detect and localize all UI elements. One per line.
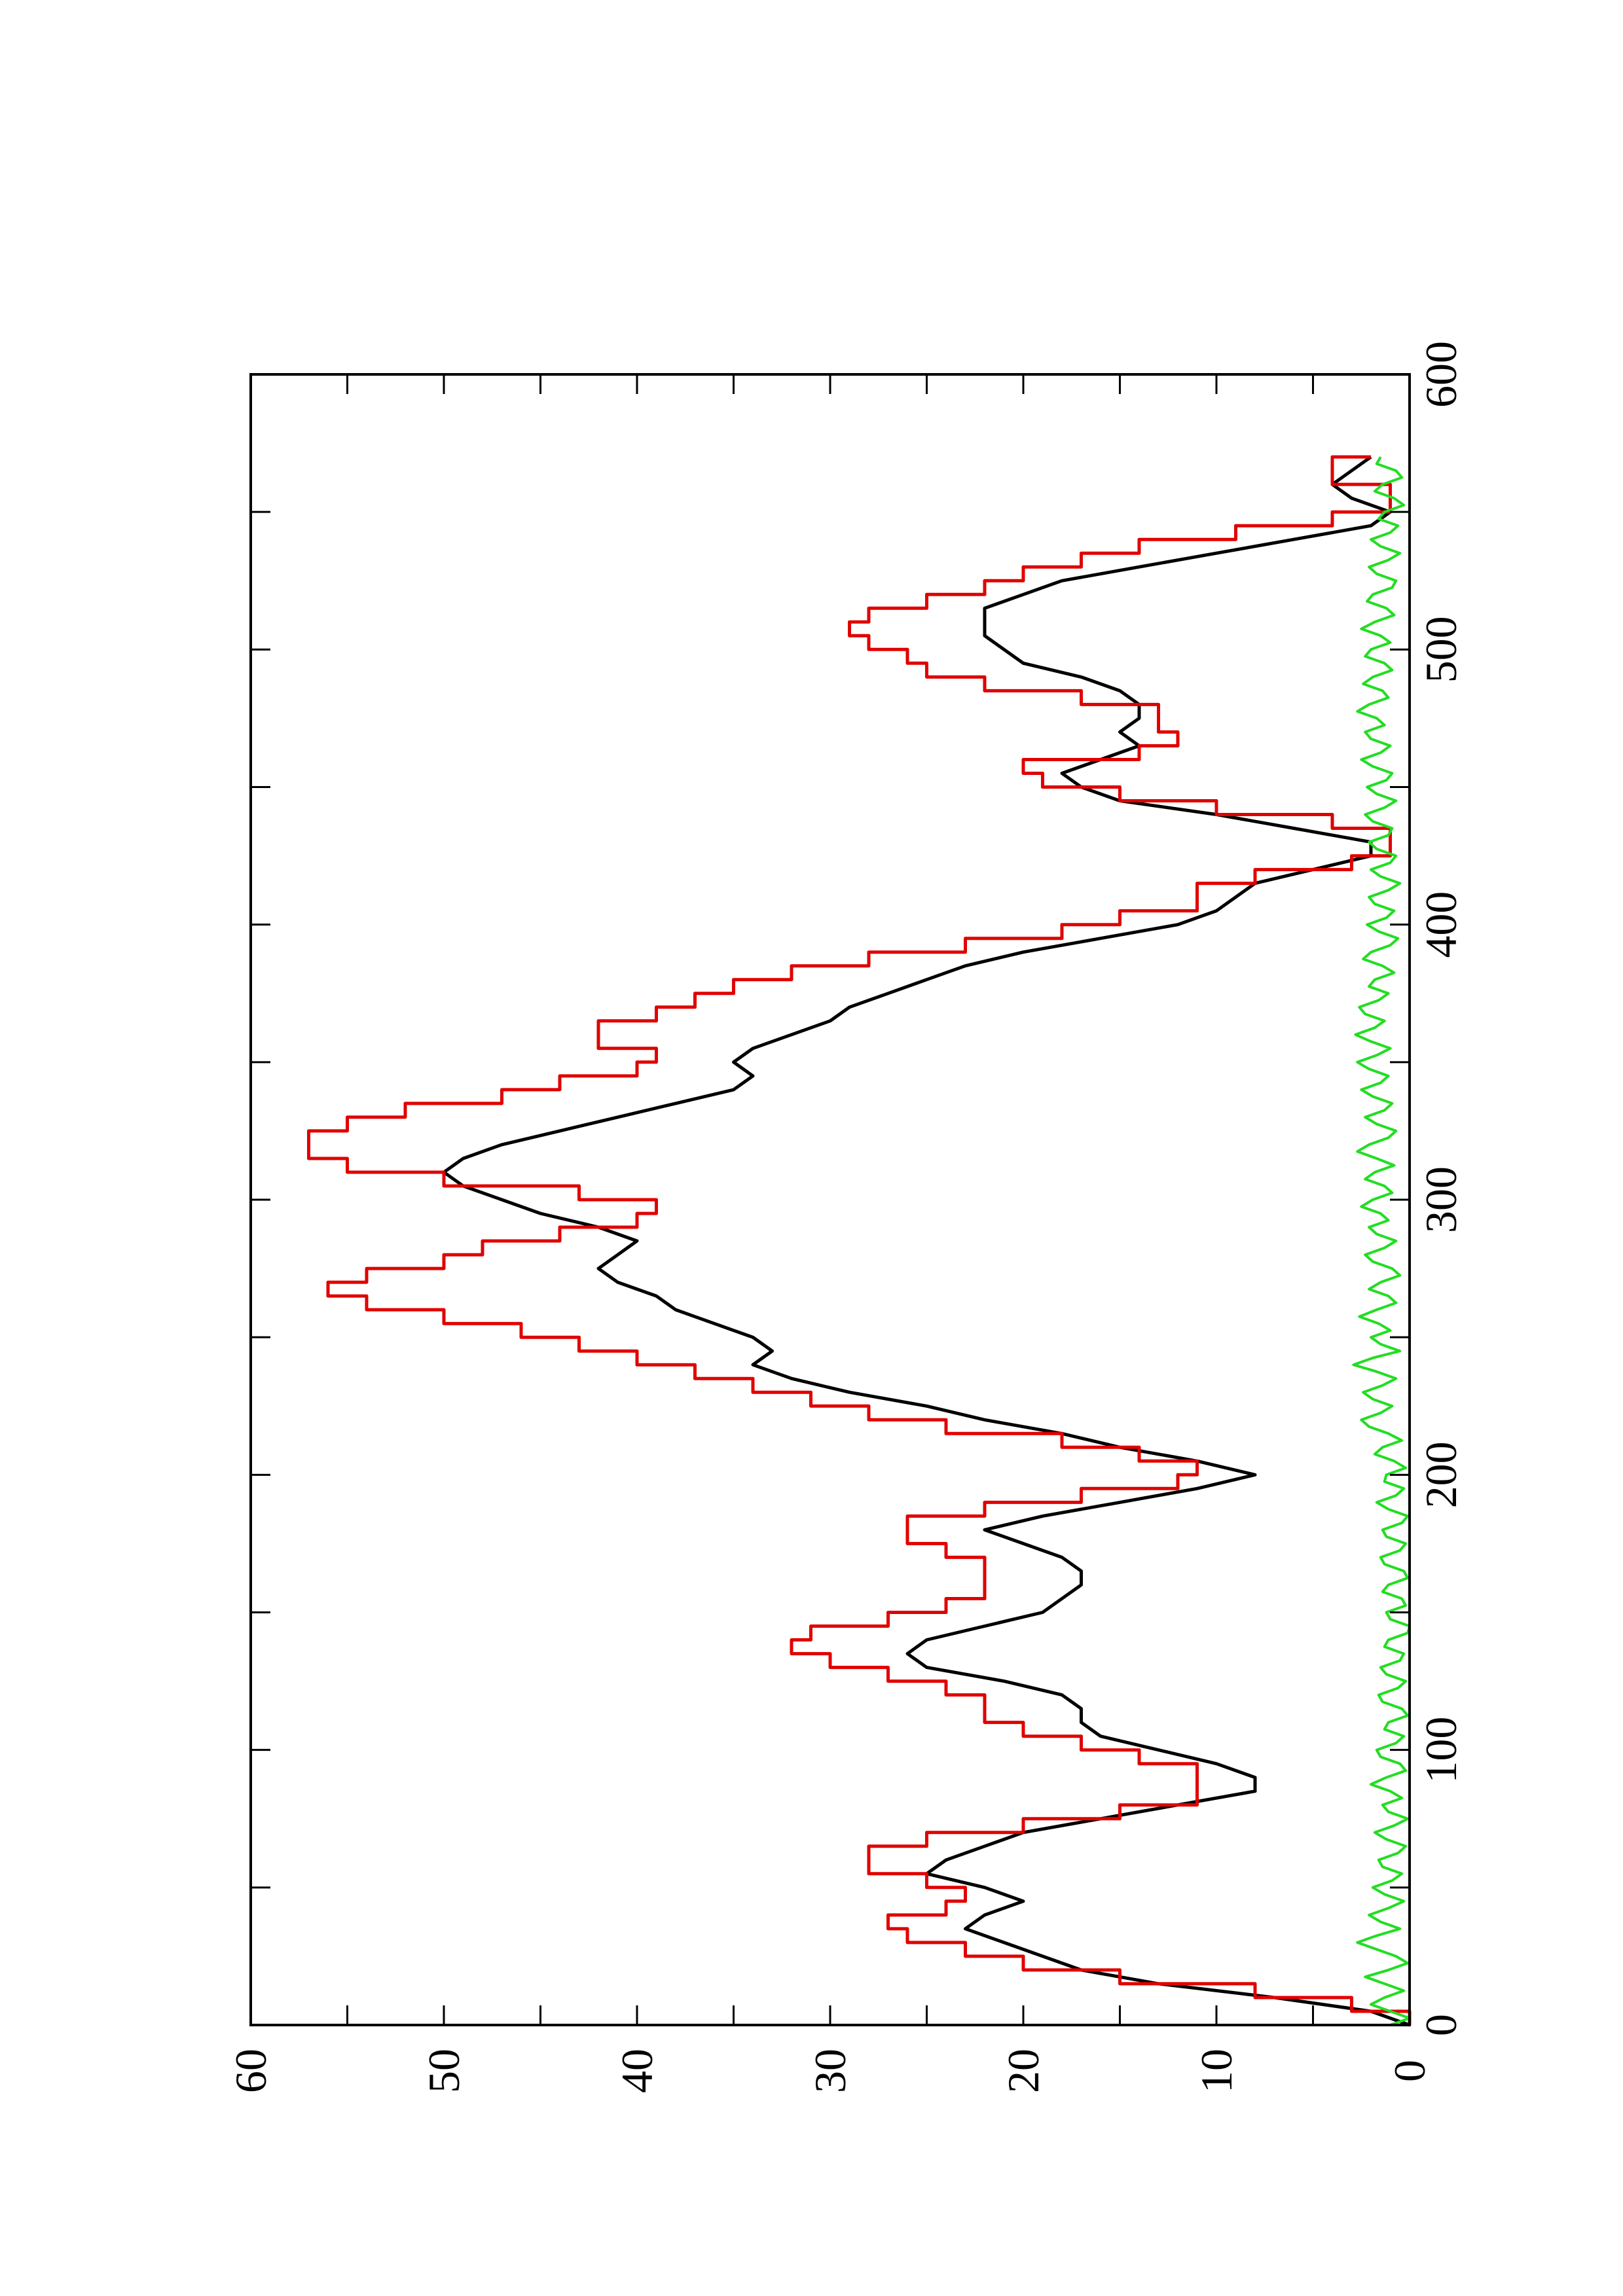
x-tick-label: 500 [1416, 616, 1466, 683]
x-tick-label: 300 [1416, 1166, 1466, 1233]
y-tick-label: 40 [612, 2049, 662, 2093]
y-tick-label: 60 [226, 2049, 276, 2093]
x-tick-label: 400 [1416, 891, 1466, 958]
y-tick-label: 0 [1385, 2060, 1434, 2082]
plot-frame [249, 373, 1411, 2026]
x-tick-label: 600 [1416, 341, 1466, 408]
y-tick-label: 20 [998, 2049, 1048, 2093]
x-tick-label: 100 [1416, 1717, 1466, 1784]
series-line-2 [307, 455, 1412, 2025]
series-line-1 [442, 456, 1410, 2027]
series-line-3 [1352, 456, 1411, 2026]
y-tick-label: 30 [805, 2049, 855, 2093]
x-tick-label: 0 [1416, 2014, 1466, 2036]
y-tick-label: 50 [419, 2049, 469, 2093]
y-tick-label: 10 [1192, 2049, 1241, 2093]
series-layer [307, 455, 1412, 2027]
axes: 0 100 200 300 400 500 600 0 10 20 30 40 50 60 [226, 341, 1466, 2093]
x-tick-label: 200 [1416, 1441, 1466, 1508]
